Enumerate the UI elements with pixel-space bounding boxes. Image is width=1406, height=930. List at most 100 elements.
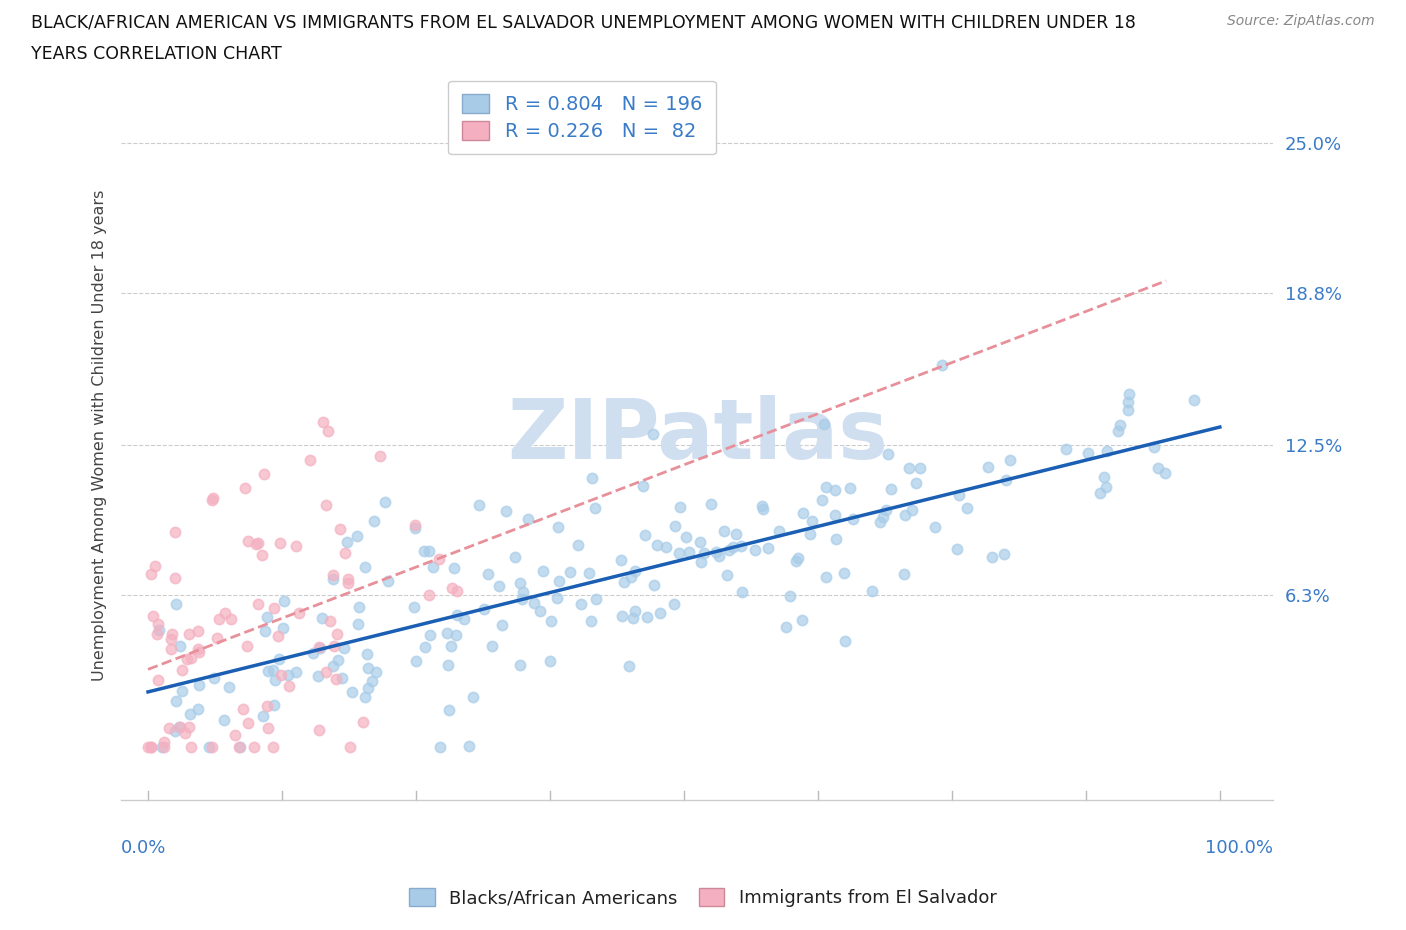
Point (346, 617, 368, 631)
Point (440, 638, 463, 653)
Point (1118, 394, 1140, 409)
Point (165, 724, 187, 738)
Point (718, 543, 741, 558)
Point (214, 712, 236, 727)
Point (308, 723, 330, 737)
Point (893, 508, 915, 523)
Point (998, 452, 1021, 467)
Point (198, 740, 221, 755)
Point (634, 527, 657, 542)
Point (547, 519, 569, 534)
Point (308, 639, 330, 654)
Point (208, 612, 231, 627)
Point (713, 524, 735, 538)
Point (512, 591, 534, 606)
Point (404, 599, 426, 614)
Point (548, 574, 571, 589)
Point (446, 607, 468, 622)
Point (142, 609, 165, 624)
Point (315, 665, 337, 680)
Point (173, 725, 195, 740)
Point (278, 679, 301, 694)
Point (224, 727, 246, 742)
Point (446, 628, 468, 643)
Point (165, 694, 187, 709)
Point (316, 424, 339, 439)
Point (869, 514, 891, 529)
Point (453, 612, 475, 627)
Point (792, 506, 814, 521)
Point (263, 698, 285, 712)
Point (245, 537, 267, 551)
Point (825, 532, 848, 547)
Point (256, 664, 278, 679)
Text: BLACK/AFRICAN AMERICAN VS IMMIGRANTS FROM EL SALVADOR UNEMPLOYMENT AMONG WOMEN W: BLACK/AFRICAN AMERICAN VS IMMIGRANTS FRO… (31, 14, 1136, 32)
Point (167, 720, 190, 735)
Point (1118, 386, 1140, 401)
Point (1094, 480, 1116, 495)
Point (731, 585, 754, 600)
Point (707, 549, 730, 564)
Point (145, 626, 167, 641)
Point (880, 481, 903, 496)
Point (810, 492, 832, 507)
Point (624, 564, 647, 578)
Point (187, 642, 209, 657)
Point (333, 641, 356, 656)
Point (315, 498, 337, 512)
Point (357, 681, 380, 696)
Point (219, 611, 242, 626)
Point (267, 651, 290, 666)
Point (337, 571, 360, 586)
Point (157, 721, 180, 736)
Point (609, 553, 631, 568)
Point (374, 495, 396, 510)
Point (488, 578, 510, 593)
Point (233, 480, 256, 495)
Point (437, 703, 460, 718)
Point (641, 426, 664, 441)
Point (311, 610, 333, 625)
Point (159, 631, 181, 646)
Point (860, 584, 883, 599)
Text: 0.0%: 0.0% (121, 840, 166, 857)
Point (238, 715, 260, 730)
Point (262, 663, 284, 678)
Point (429, 740, 451, 755)
Point (263, 673, 285, 688)
Point (202, 491, 225, 506)
Point (205, 631, 228, 645)
Point (243, 740, 266, 755)
Point (236, 533, 259, 548)
Point (799, 526, 821, 541)
Point (363, 513, 385, 528)
Point (585, 592, 607, 607)
Point (716, 567, 738, 582)
Text: Source: ZipAtlas.com: Source: ZipAtlas.com (1227, 14, 1375, 28)
Point (277, 668, 299, 683)
Point (1143, 439, 1166, 454)
Point (329, 522, 352, 537)
Point (756, 540, 779, 555)
Y-axis label: Unemployment Among Women with Children Under 18 years: Unemployment Among Women with Children U… (93, 190, 107, 682)
Point (169, 720, 191, 735)
Point (328, 653, 350, 668)
Point (202, 671, 225, 685)
Point (689, 554, 711, 569)
Point (946, 541, 969, 556)
Point (301, 645, 323, 660)
Point (325, 627, 347, 642)
Point (176, 652, 198, 667)
Point (150, 740, 173, 755)
Point (1054, 442, 1077, 457)
Point (620, 569, 643, 584)
Point (361, 673, 384, 688)
Point (284, 538, 307, 553)
Point (436, 658, 458, 672)
Point (581, 614, 603, 629)
Point (875, 503, 897, 518)
Point (252, 709, 274, 724)
Point (503, 550, 526, 565)
Point (995, 472, 1018, 487)
Point (531, 564, 554, 578)
